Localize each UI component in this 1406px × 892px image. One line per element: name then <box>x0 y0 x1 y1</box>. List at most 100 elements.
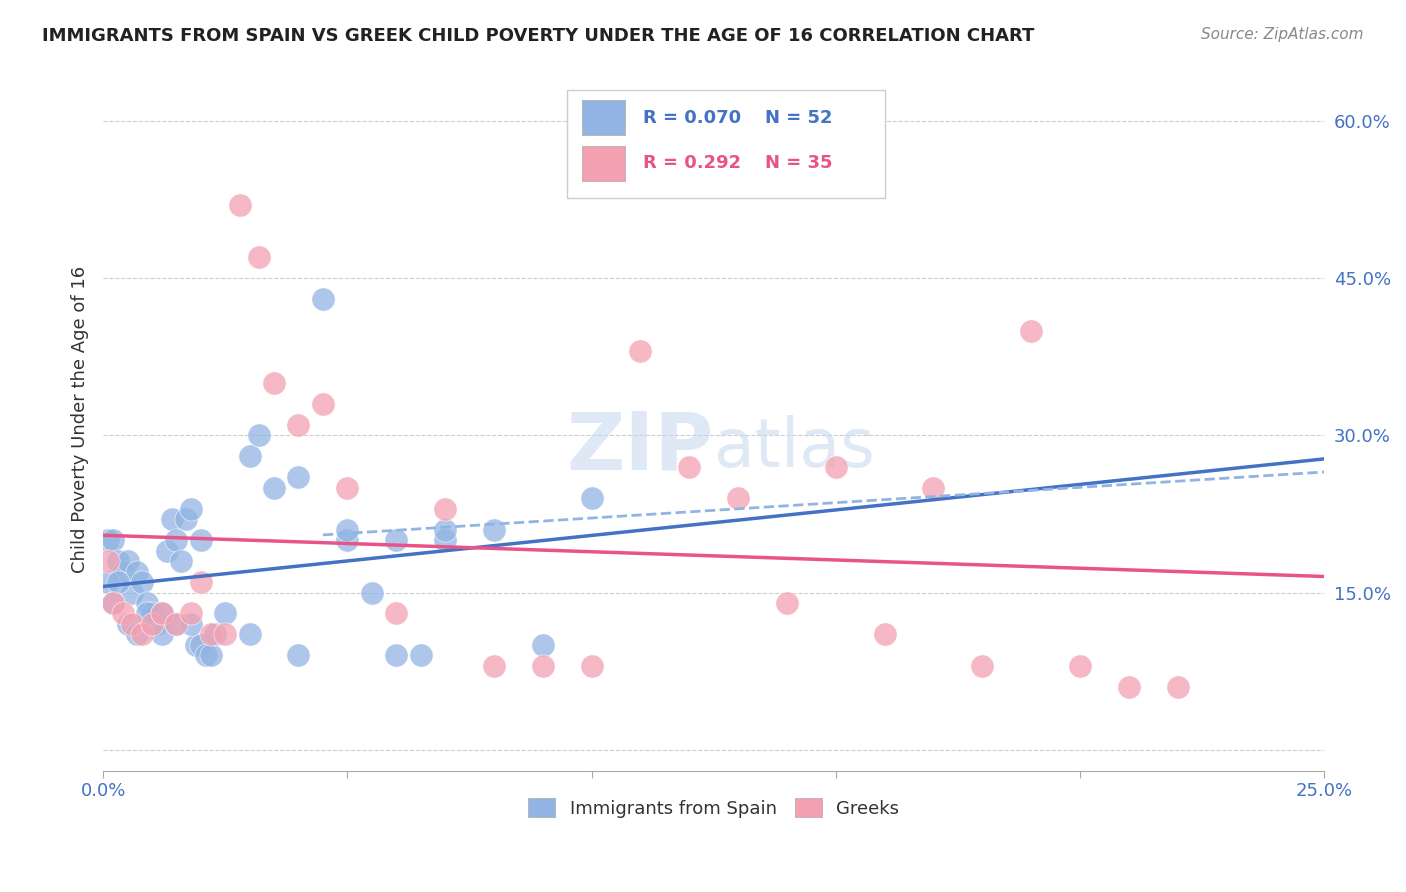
Text: N = 52: N = 52 <box>765 109 832 127</box>
FancyBboxPatch shape <box>582 100 624 136</box>
Point <box>180 617 202 632</box>
Point <box>136 596 159 610</box>
Point <box>200 648 222 663</box>
Point <box>287 470 309 484</box>
Point <box>184 638 207 652</box>
Point <box>141 607 163 621</box>
Point <box>200 627 222 641</box>
Point <box>180 607 202 621</box>
Point <box>101 596 124 610</box>
Point <box>824 459 846 474</box>
Point <box>190 533 212 548</box>
Text: atlas: atlas <box>714 415 875 481</box>
Point <box>531 659 554 673</box>
Point <box>117 617 139 632</box>
Point <box>263 376 285 390</box>
Point <box>482 659 505 673</box>
Point <box>229 198 252 212</box>
Point <box>312 397 335 411</box>
Point <box>156 543 179 558</box>
Point <box>434 523 457 537</box>
Point <box>127 627 149 641</box>
Point <box>150 607 173 621</box>
Point <box>121 585 143 599</box>
Point <box>873 627 896 641</box>
Point <box>190 638 212 652</box>
Point <box>336 523 359 537</box>
Point <box>287 417 309 432</box>
Point <box>312 292 335 306</box>
Point <box>194 648 217 663</box>
Point <box>434 501 457 516</box>
Point <box>214 607 236 621</box>
Point <box>385 607 408 621</box>
Point <box>97 533 120 548</box>
Point <box>360 585 382 599</box>
Point <box>1019 324 1042 338</box>
Point <box>776 596 799 610</box>
Point <box>263 481 285 495</box>
Point <box>107 554 129 568</box>
Point <box>127 565 149 579</box>
Point <box>531 638 554 652</box>
Text: IMMIGRANTS FROM SPAIN VS GREEK CHILD POVERTY UNDER THE AGE OF 16 CORRELATION CHA: IMMIGRANTS FROM SPAIN VS GREEK CHILD POV… <box>42 27 1035 45</box>
Point <box>165 617 187 632</box>
Point <box>287 648 309 663</box>
Point <box>180 501 202 516</box>
Point <box>922 481 945 495</box>
Point <box>150 627 173 641</box>
Point <box>1118 680 1140 694</box>
Point <box>1069 659 1091 673</box>
Point <box>581 659 603 673</box>
Point <box>190 575 212 590</box>
Point <box>97 575 120 590</box>
Point <box>214 627 236 641</box>
Point <box>111 607 134 621</box>
Text: R = 0.070: R = 0.070 <box>643 109 741 127</box>
Point <box>239 450 262 464</box>
Point <box>117 554 139 568</box>
Point <box>165 617 187 632</box>
Point <box>160 512 183 526</box>
Text: Source: ZipAtlas.com: Source: ZipAtlas.com <box>1201 27 1364 42</box>
Text: N = 35: N = 35 <box>765 154 832 172</box>
Point <box>107 575 129 590</box>
Point <box>101 533 124 548</box>
Point <box>972 659 994 673</box>
Point <box>385 533 408 548</box>
Point <box>434 533 457 548</box>
Point <box>141 617 163 632</box>
Point <box>97 554 120 568</box>
Point <box>727 491 749 506</box>
FancyBboxPatch shape <box>582 145 624 181</box>
Legend: Immigrants from Spain, Greeks: Immigrants from Spain, Greeks <box>520 791 907 825</box>
FancyBboxPatch shape <box>567 89 884 198</box>
Text: ZIP: ZIP <box>567 409 714 487</box>
Point <box>101 596 124 610</box>
Point <box>174 512 197 526</box>
Point <box>385 648 408 663</box>
Point <box>336 481 359 495</box>
Point <box>170 554 193 568</box>
Point <box>131 627 153 641</box>
Point <box>136 607 159 621</box>
Point <box>249 250 271 264</box>
Point <box>249 428 271 442</box>
Point <box>482 523 505 537</box>
Point <box>409 648 432 663</box>
Point <box>204 627 226 641</box>
Point <box>146 617 169 632</box>
Point <box>150 607 173 621</box>
Point <box>336 533 359 548</box>
Text: R = 0.292: R = 0.292 <box>643 154 741 172</box>
Point <box>1167 680 1189 694</box>
Y-axis label: Child Poverty Under the Age of 16: Child Poverty Under the Age of 16 <box>72 266 89 574</box>
Point <box>131 575 153 590</box>
Point <box>628 344 651 359</box>
Point <box>121 617 143 632</box>
Point <box>111 565 134 579</box>
Point <box>165 533 187 548</box>
Point <box>678 459 700 474</box>
Point <box>239 627 262 641</box>
Point <box>581 491 603 506</box>
